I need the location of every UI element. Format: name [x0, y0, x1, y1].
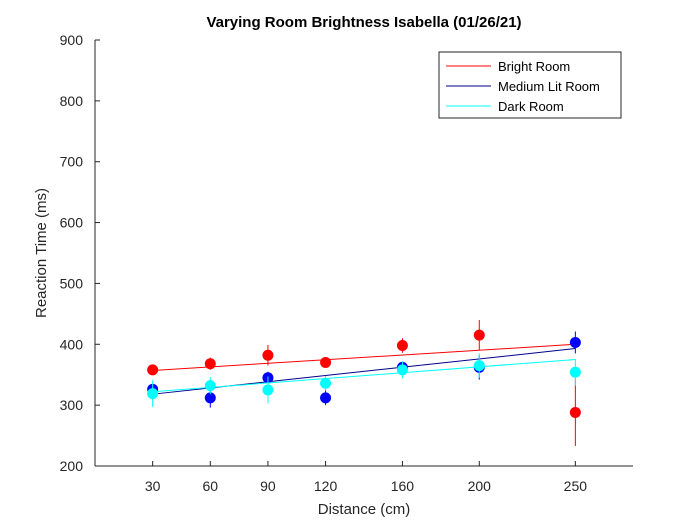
- plot-area: [94, 40, 633, 467]
- data-point: [473, 329, 485, 341]
- data-point: [204, 392, 216, 404]
- y-ticks: 200 300 400 500 600 700 800 900: [60, 32, 100, 474]
- y-tick-label: 200: [60, 458, 84, 474]
- x-tick-label: 160: [391, 478, 415, 494]
- chart-title: Varying Room Brightness Isabella (01/26/…: [206, 14, 521, 31]
- fit-line: [152, 359, 576, 393]
- y-tick-label: 900: [60, 32, 84, 48]
- legend: Bright Room Medium Lit Room Dark Room: [438, 51, 622, 119]
- legend-box: [438, 51, 622, 119]
- data-point: [147, 364, 159, 376]
- y-tick-label: 300: [60, 397, 84, 413]
- data-point: [569, 336, 581, 348]
- data-point: [147, 388, 159, 400]
- y-tick-label: 800: [60, 93, 84, 109]
- x-tick-label: 30: [145, 478, 161, 494]
- y-tick-label: 700: [60, 154, 84, 170]
- legend-label: Medium Lit Room: [498, 79, 600, 94]
- legend-label: Bright Room: [498, 59, 570, 74]
- data-point: [204, 358, 216, 370]
- series-group: [147, 319, 581, 446]
- x-tick-label: 120: [314, 478, 338, 494]
- legend-items: Bright Room Medium Lit Room Dark Room: [446, 59, 600, 114]
- y-tick-label: 600: [60, 215, 84, 231]
- data-point: [262, 349, 274, 361]
- y-tick-label: 400: [60, 336, 84, 352]
- y-axis-label: Reaction Time (ms): [33, 188, 50, 318]
- data-point: [262, 384, 274, 396]
- data-point: [569, 366, 581, 378]
- data-point: [320, 377, 332, 389]
- x-ticks: 30 60 90 120 160 200 250: [145, 461, 587, 494]
- fit-line: [152, 343, 576, 371]
- y-tick-label: 500: [60, 275, 84, 291]
- series-layer: [147, 319, 581, 446]
- data-point: [204, 380, 216, 392]
- x-tick-label: 60: [202, 478, 218, 494]
- data-point: [473, 360, 485, 372]
- series-group: [147, 353, 581, 407]
- data-point: [320, 357, 332, 369]
- data-point: [320, 392, 332, 404]
- x-tick-label: 200: [468, 478, 492, 494]
- x-tick-label: 90: [260, 478, 276, 494]
- data-point: [396, 364, 408, 376]
- x-axis-label: Distance (cm): [318, 501, 411, 518]
- data-point: [396, 340, 408, 352]
- x-tick-label: 250: [564, 478, 588, 494]
- data-point: [569, 406, 581, 418]
- legend-label: Dark Room: [498, 99, 564, 114]
